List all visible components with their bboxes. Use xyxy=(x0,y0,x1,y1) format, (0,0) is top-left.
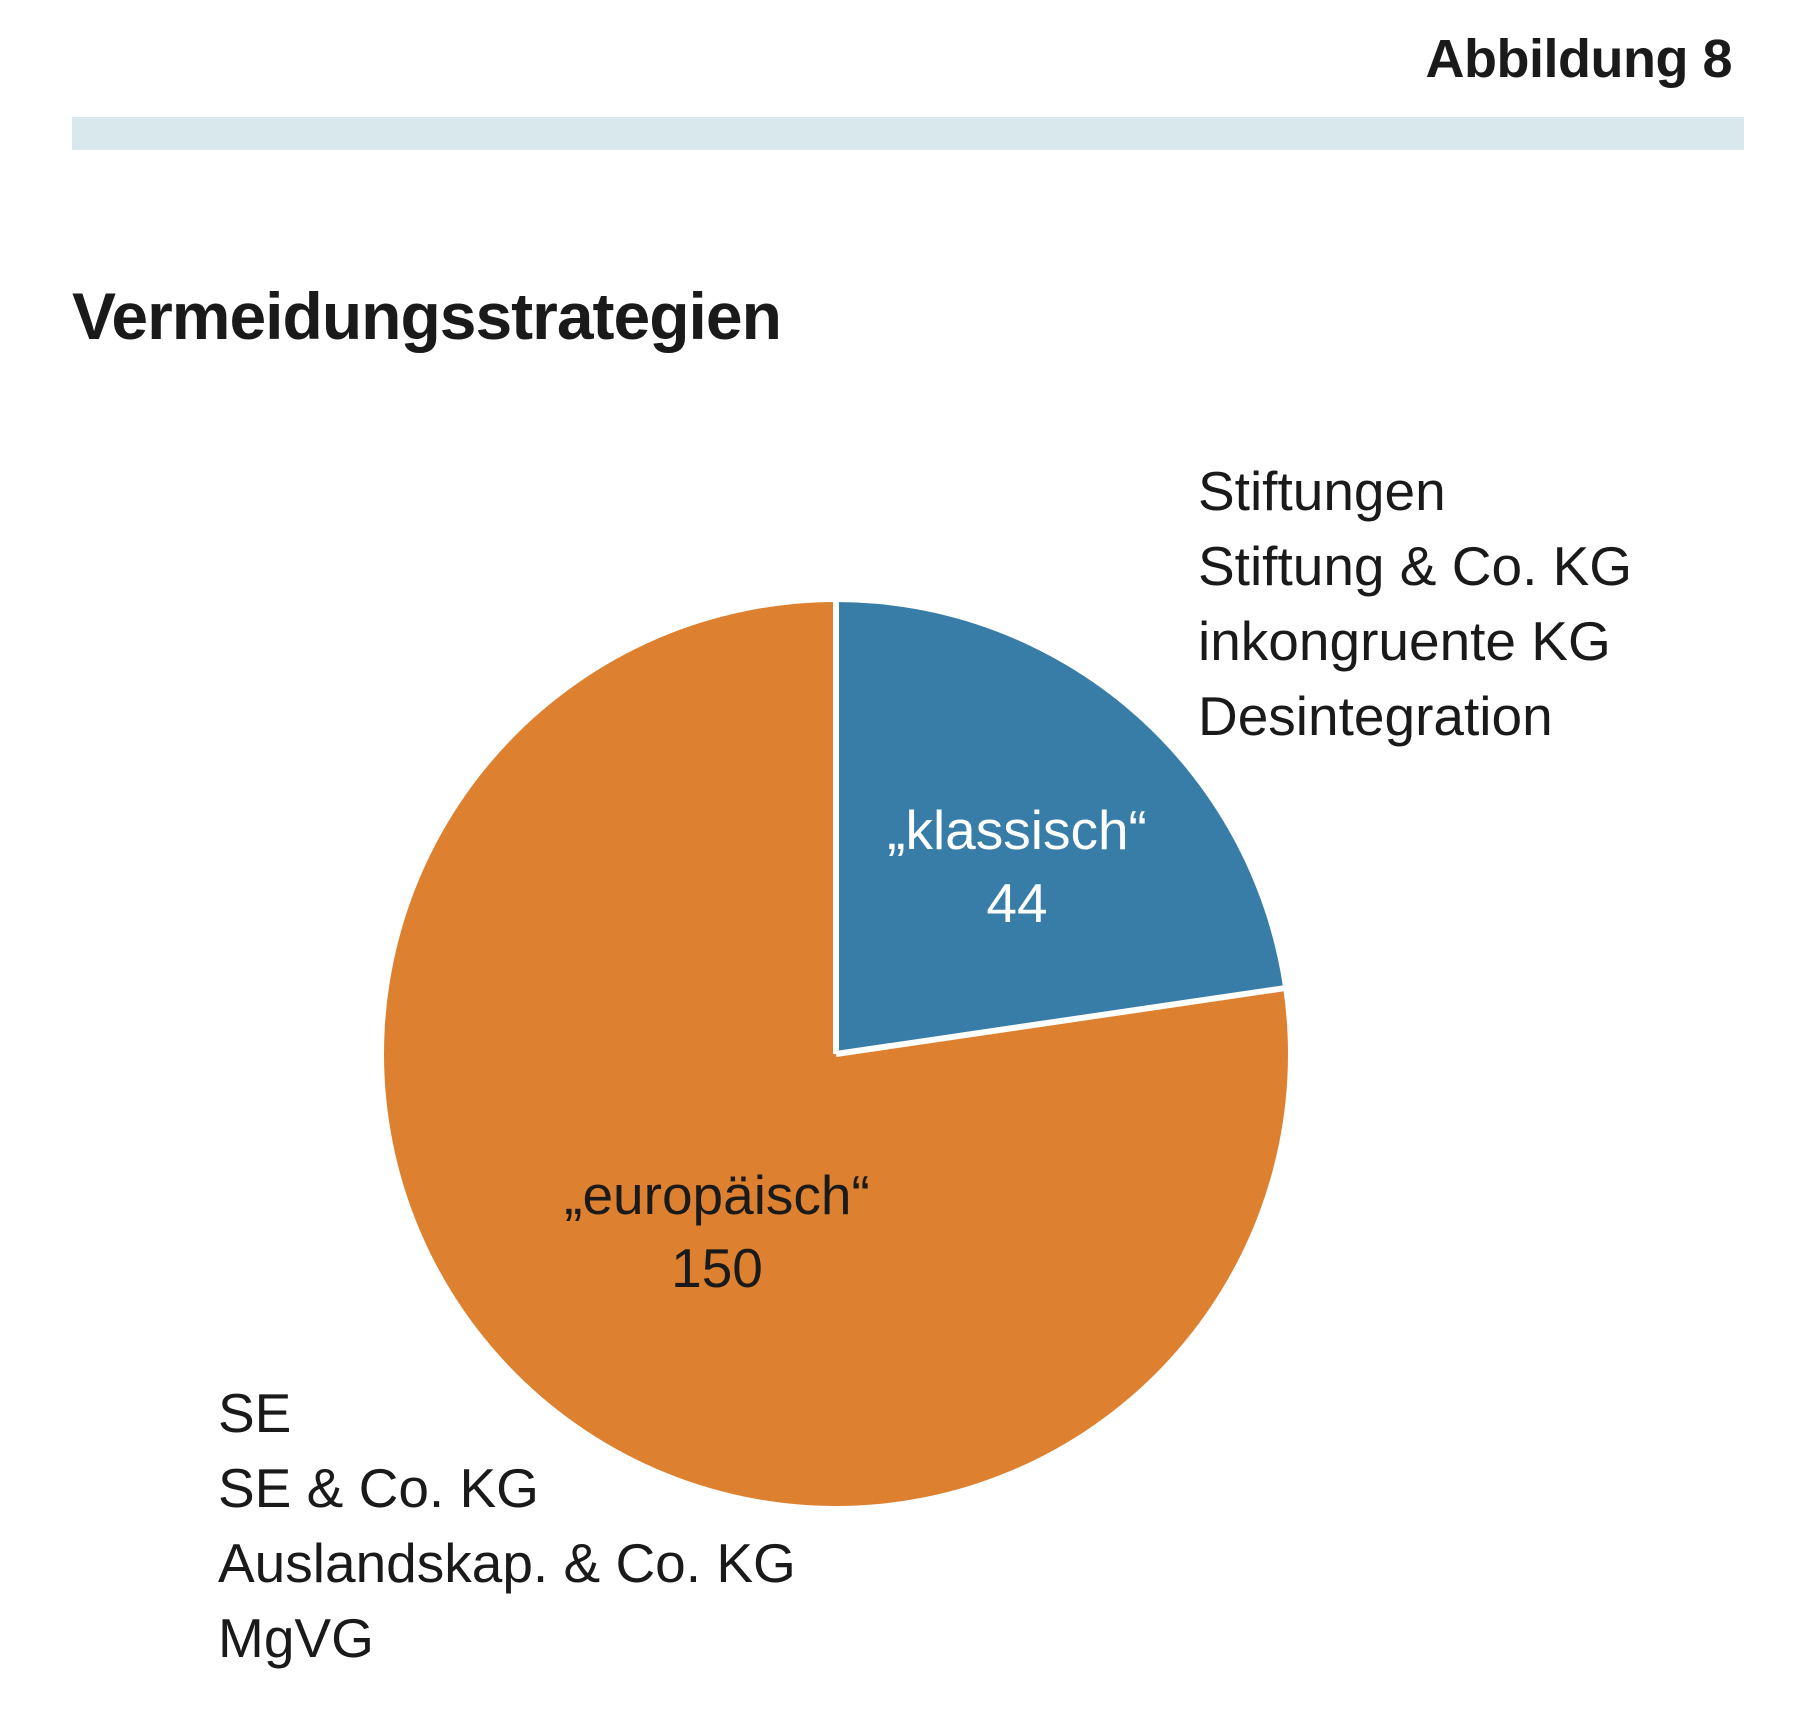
slice-label-europaeisch: „europäisch“ 150 xyxy=(557,1159,877,1305)
legend-klassisch-item: Stiftungen xyxy=(1198,460,1446,522)
legend-europaeisch-item: MgVG xyxy=(218,1607,374,1669)
legend-klassisch-item: Stiftung & Co. KG xyxy=(1198,535,1633,597)
legend-klassisch: Stiftungen Stiftung & Co. KG inkongruent… xyxy=(1198,454,1632,754)
slice-value-klassisch: 44 xyxy=(986,872,1048,934)
slice-value-europaeisch: 150 xyxy=(671,1237,763,1299)
slice-separator xyxy=(835,985,1286,1057)
slice-name-europaeisch: „europäisch“ xyxy=(564,1164,870,1226)
legend-europaeisch-item: SE & Co. KG xyxy=(218,1457,539,1519)
legend-klassisch-item: Desintegration xyxy=(1198,685,1553,747)
legend-europaeisch-item: SE xyxy=(218,1382,292,1444)
slice-label-klassisch: „klassisch“ 44 xyxy=(882,794,1152,940)
header-rule xyxy=(72,117,1744,150)
pie-slice-klassisch xyxy=(836,602,1284,1054)
legend-klassisch-item: inkongruente KG xyxy=(1198,610,1611,672)
legend-europaeisch: SE SE & Co. KG Auslandskap. & Co. KG MgV… xyxy=(218,1376,796,1676)
slice-name-klassisch: „klassisch“ xyxy=(887,799,1147,861)
figure-label: Abbildung 8 xyxy=(1425,29,1733,89)
legend-europaeisch-item: Auslandskap. & Co. KG xyxy=(218,1532,796,1594)
pie-slices xyxy=(383,600,1288,1506)
chart-title: Vermeidungsstrategien xyxy=(72,279,782,353)
